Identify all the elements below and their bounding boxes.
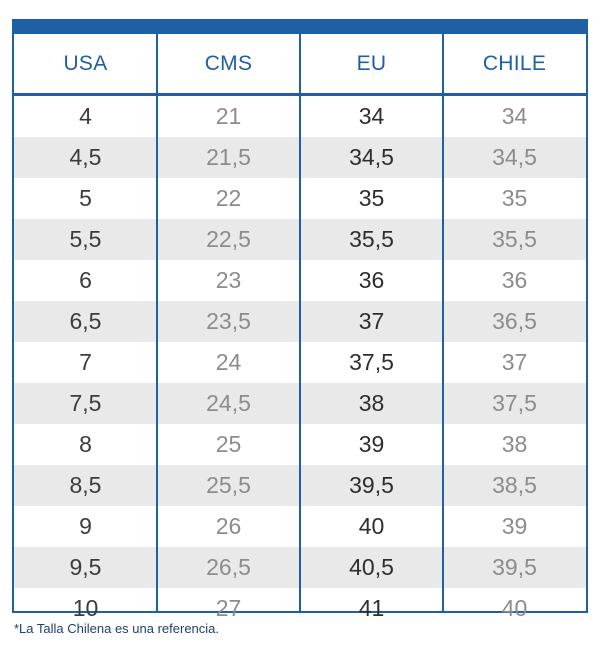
cell-chile: 35,5 xyxy=(492,226,537,252)
cell-usa: 4 xyxy=(79,103,92,129)
cell-cms: 21 xyxy=(215,103,242,129)
cell-cms: 22,5 xyxy=(206,226,251,252)
cell-chile: 34,5 xyxy=(492,144,537,170)
cell-cms: 23 xyxy=(215,267,242,293)
cell-eu: 34 xyxy=(358,103,385,129)
cell-eu: 40 xyxy=(358,513,385,539)
cell-cms: 24,5 xyxy=(206,390,251,416)
cell-cms: 24 xyxy=(215,349,242,375)
cell-chile: 37 xyxy=(501,349,528,375)
cell-eu: 41 xyxy=(358,595,385,621)
header-cms: CMS xyxy=(204,51,253,75)
cell-chile: 38,5 xyxy=(492,472,537,498)
cell-usa: 10 xyxy=(72,595,99,621)
cell-cms: 26 xyxy=(215,513,242,539)
cell-chile: 38 xyxy=(501,431,528,457)
column-divider xyxy=(156,34,158,611)
table-row: 4 21 34 34 xyxy=(14,96,586,137)
cell-eu: 37,5 xyxy=(349,349,394,375)
cell-chile: 39,5 xyxy=(492,554,537,580)
cell-usa: 4,5 xyxy=(69,144,102,170)
table-row: 9 26 40 39 xyxy=(14,506,586,547)
cell-cms: 25,5 xyxy=(206,472,251,498)
cell-usa: 9 xyxy=(79,513,92,539)
cell-usa: 8 xyxy=(79,431,92,457)
cell-eu: 35 xyxy=(358,185,385,211)
cell-eu: 38 xyxy=(358,390,385,416)
cell-cms: 22 xyxy=(215,185,242,211)
table-row: 5 22 35 35 xyxy=(14,178,586,219)
header-usa: USA xyxy=(63,51,108,75)
cell-chile: 37,5 xyxy=(492,390,537,416)
cell-usa: 9,5 xyxy=(69,554,102,580)
cell-cms: 21,5 xyxy=(206,144,251,170)
column-divider xyxy=(299,34,301,611)
table-row: 10 27 41 40 xyxy=(14,588,586,629)
cell-eu: 35,5 xyxy=(349,226,394,252)
cell-chile: 40 xyxy=(501,595,528,621)
cell-usa: 8,5 xyxy=(69,472,102,498)
cell-usa: 7,5 xyxy=(69,390,102,416)
cell-usa: 5,5 xyxy=(69,226,102,252)
cell-usa: 6,5 xyxy=(69,308,102,334)
size-chart-table: USA CMS EU CHILE 4 21 34 34 4,5 21,5 34,5 34,5 5… xyxy=(12,19,588,621)
cell-eu: 39 xyxy=(358,431,385,457)
cell-chile: 36,5 xyxy=(492,308,537,334)
header-chile: CHILE xyxy=(482,51,547,75)
cell-usa: 6 xyxy=(79,267,92,293)
cell-usa: 5 xyxy=(79,185,92,211)
table-row: 6 23 36 36 xyxy=(14,260,586,301)
table-row: 8 25 39 38 xyxy=(14,424,586,465)
cell-eu: 34,5 xyxy=(349,144,394,170)
table-row: 7 24 37,5 37 xyxy=(14,342,586,383)
cell-cms: 27 xyxy=(215,595,242,621)
cell-cms: 26,5 xyxy=(206,554,251,580)
cell-chile: 36 xyxy=(501,267,528,293)
cell-eu: 36 xyxy=(358,267,385,293)
cell-eu: 39,5 xyxy=(349,472,394,498)
cell-cms: 25 xyxy=(215,431,242,457)
footnote: *La Talla Chilena es una referencia. xyxy=(14,621,220,636)
cell-eu: 40,5 xyxy=(349,554,394,580)
cell-chile: 34 xyxy=(501,103,528,129)
cell-usa: 7 xyxy=(79,349,92,375)
cell-cms: 23,5 xyxy=(206,308,251,334)
header-eu: EU xyxy=(356,51,387,75)
cell-chile: 39 xyxy=(501,513,528,539)
cell-eu: 37 xyxy=(358,308,385,334)
cell-chile: 35 xyxy=(501,185,528,211)
column-divider xyxy=(442,34,444,611)
